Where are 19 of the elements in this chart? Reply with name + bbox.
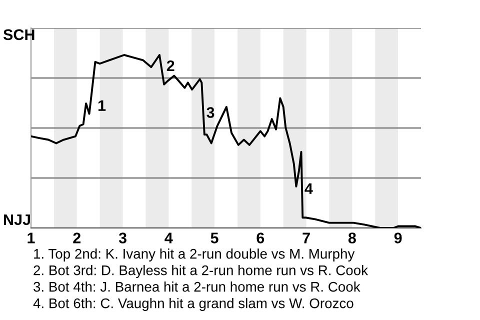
text: NJJ: [4, 214, 30, 226]
text: SCH: [3, 29, 34, 40]
annotation: 1: [98, 100, 106, 111]
x-tick-label: 5: [210, 232, 218, 244]
x-tick-label: 9: [394, 232, 402, 244]
text: 4. Bot 6th: C. Vaughn hit a grand slam vs W. Orozco: [33, 298, 354, 311]
x-tick-label: 2: [73, 232, 81, 244]
annotation: 2: [166, 60, 174, 72]
text: 3. Bot 4th: J. Barnea hit a 2-run home run vs R. Cook: [34, 282, 360, 292]
x-tick-label: 8: [348, 232, 356, 244]
text: 1. Top 2nd: K. Ivany hit a 2-run double vs M. Murphy: [34, 248, 355, 262]
x-tick-label: 4: [164, 232, 173, 244]
annotation: 3: [206, 107, 214, 118]
x-tick-label: 6: [256, 232, 264, 244]
x-tick-label: 1: [28, 232, 35, 244]
annotation: 4: [304, 183, 313, 194]
x-tick-label: 7: [302, 232, 310, 244]
x-tick-label: 3: [118, 232, 126, 244]
text: 2. Bot 3rd: D. Bayless hit a 2-run home run vs R. Cook: [34, 265, 368, 278]
